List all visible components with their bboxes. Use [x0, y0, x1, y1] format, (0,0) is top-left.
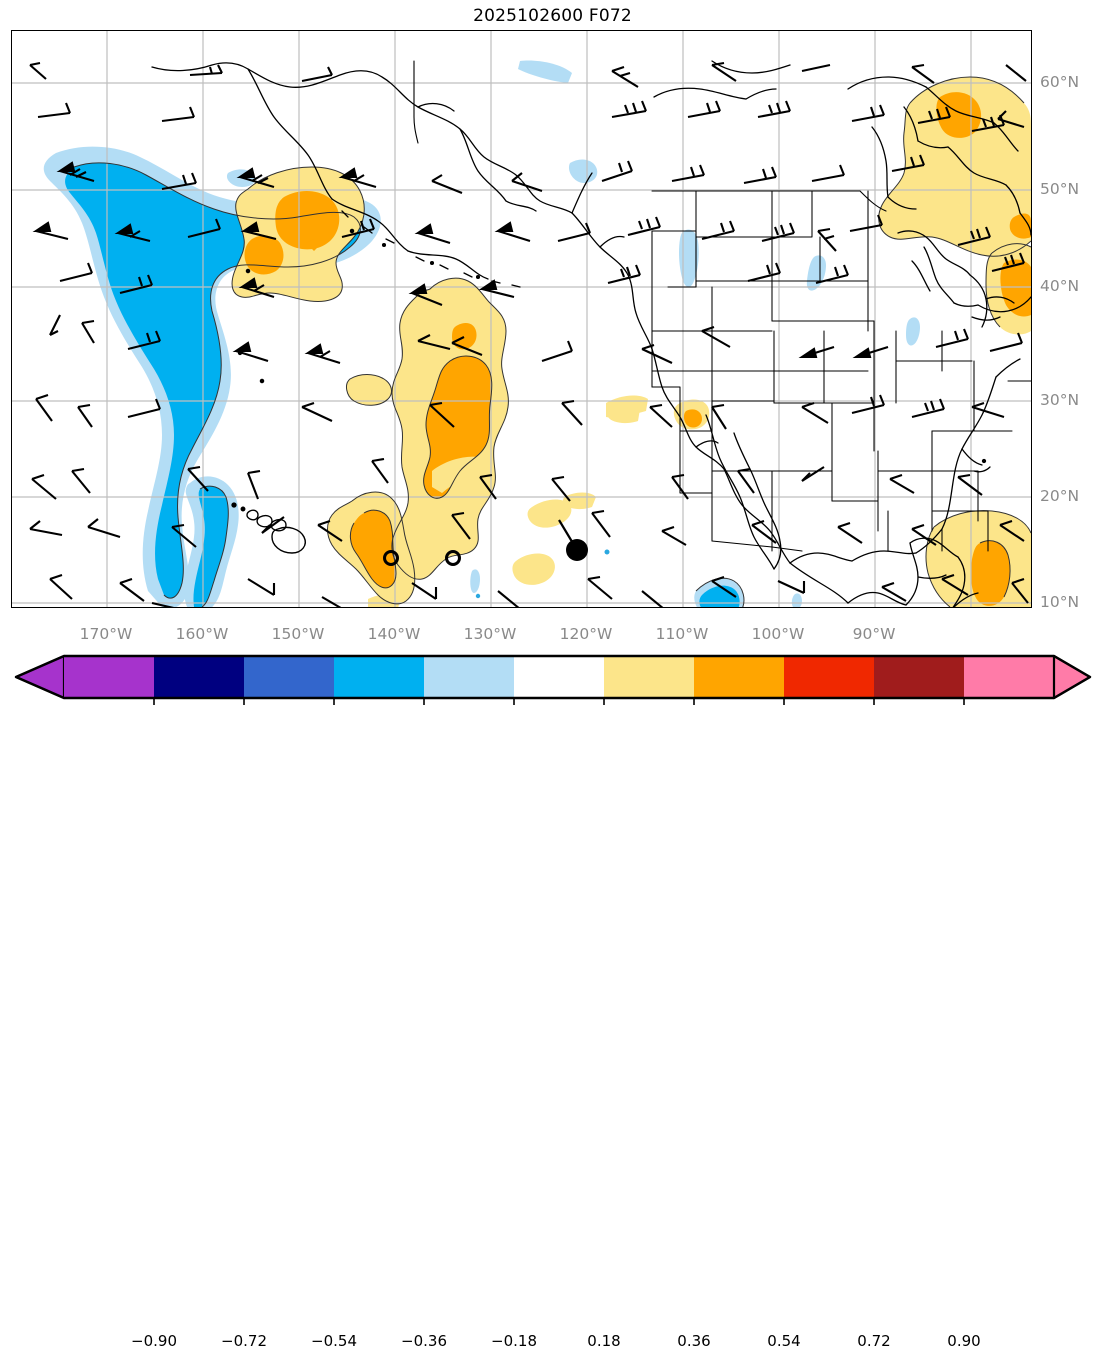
colorbar-segments [14, 654, 1092, 705]
shade-pos-cpac-inner [423, 356, 492, 499]
shade-pos-patch-c [512, 553, 555, 585]
figure-root: 2025102600 F072 [0, 6, 1105, 1350]
shade-neg-tiny-sliver [470, 569, 480, 593]
lon-tick-label: 100°W [751, 625, 805, 643]
shade-neg-dakota [806, 255, 826, 291]
colorbar-under-arrow [14, 654, 66, 700]
shade-pos-patch-a [432, 456, 484, 493]
colorbar-segment [424, 656, 514, 698]
shade-pos-goa-inner2 [244, 235, 284, 275]
coastline-layer [151, 60, 1031, 607]
colorbar-tick-label: −0.36 [401, 1332, 447, 1350]
lon-tick-label: 90°W [852, 625, 896, 643]
map-canvas [12, 31, 1031, 607]
anomaly-shading-layer [43, 60, 1031, 607]
open-circle-marker [445, 550, 461, 566]
colorbar-segment [64, 656, 154, 698]
shade-pos-patch-f [368, 594, 400, 607]
lon-tick-label: 130°W [463, 625, 517, 643]
colorbar-tick-label: 0.54 [767, 1332, 801, 1350]
contour-outlines [73, 76, 1031, 607]
shade-neg-npac-mid [65, 162, 361, 599]
colorbar-segment [604, 656, 694, 698]
colorbar-tick-label: −0.54 [311, 1332, 357, 1350]
lat-tick-label: 10°N [1040, 593, 1080, 611]
lat-tick-label: 60°N [1040, 73, 1080, 91]
colorbar-tick-label: 0.18 [587, 1332, 621, 1350]
lat-tick-label: 40°N [1040, 277, 1080, 295]
lon-tick-label: 170°W [79, 625, 133, 643]
colorbar-segment [244, 656, 334, 698]
map-panel[interactable] [11, 30, 1032, 608]
page-title: 2025102600 F072 [473, 6, 632, 26]
shade-neg-gulf-dot [791, 593, 802, 607]
shade-pos-cpac-inner-top [452, 323, 477, 350]
colorbar-ticks [153, 698, 965, 705]
station-markers [383, 519, 610, 599]
lon-tick-label: 110°W [655, 625, 709, 643]
shade-pos-socal-in [683, 409, 702, 428]
lat-tick-label: 20°N [1040, 487, 1080, 505]
shade-neg-tiny-pac3 [568, 159, 598, 183]
shade-pos-caribbean-inner [970, 540, 1011, 606]
lat-tick-label: 30°N [1040, 391, 1080, 409]
colorbar-segment [784, 656, 874, 698]
colorbar-tick-label: 0.90 [947, 1332, 981, 1350]
lon-tick-label: 150°W [271, 625, 325, 643]
lat-tick-label: 50°N [1040, 180, 1080, 198]
colorbar-tick-label: 0.72 [857, 1332, 891, 1350]
wind-barb-layer [29, 61, 1029, 607]
colorbar-segment [154, 656, 244, 698]
colorbar-canvas [14, 654, 1092, 705]
colorbar-tick-label: 0.36 [677, 1332, 711, 1350]
colorbar-tick-label: −0.90 [131, 1332, 177, 1350]
lon-tick-label: 160°W [175, 625, 229, 643]
colorbar-outline [14, 654, 1092, 700]
colorbar[interactable]: −0.90 −0.72 −0.54 −0.36 −0.18 0.18 0.36 … [0, 648, 1105, 1350]
shade-neg-montana [679, 229, 699, 287]
shade-neg-hawaii-inner [193, 486, 229, 607]
shade-neg-tiny-pac2 [518, 60, 572, 83]
lon-tick-label: 120°W [559, 625, 613, 643]
shade-pos-hudson-inner [936, 92, 982, 138]
colorbar-segment [514, 656, 604, 698]
shade-pos-small-sliver [346, 374, 392, 406]
shade-pos-baja [608, 404, 640, 424]
colorbar-tick-label: −0.72 [221, 1332, 267, 1350]
colorbar-segment [874, 656, 964, 698]
colorbar-tick-label: −0.18 [491, 1332, 537, 1350]
colorbar-over-arrow [1052, 654, 1092, 700]
lon-tick-label: 140°W [367, 625, 421, 643]
open-circle-marker [383, 550, 399, 566]
colorbar-segment [694, 656, 784, 698]
shade-neg-missouri [906, 317, 920, 346]
shade-neg-texas-in [699, 585, 740, 607]
shade-pos-goa-inner [275, 191, 340, 250]
shade-pos-goa-dot [306, 239, 320, 251]
colorbar-segment [334, 656, 424, 698]
shade-pos-subtrop-inner [350, 510, 396, 588]
shade-pos-greatlakes-inner [1000, 259, 1031, 317]
colorbar-segment [964, 656, 1054, 698]
